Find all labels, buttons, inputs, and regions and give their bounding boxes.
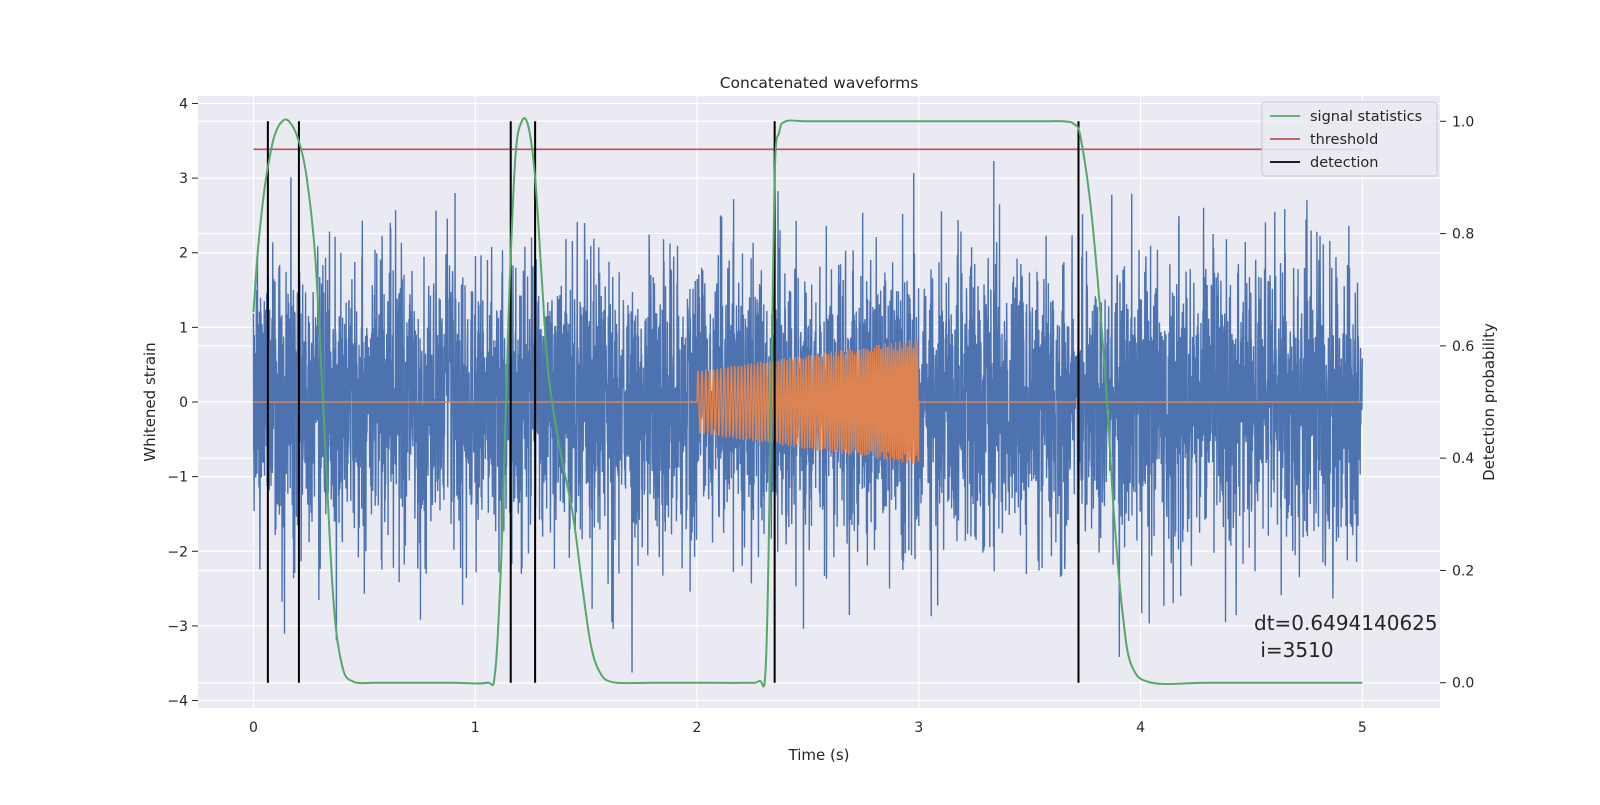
- legend-label-detection: detection: [1310, 155, 1378, 171]
- y-tick-label: 1: [179, 320, 188, 336]
- x-tick-label: 0: [249, 720, 258, 736]
- y2-tick-label: 0.4: [1452, 451, 1474, 467]
- injection-line: [253, 339, 1363, 465]
- chart-title: Concatenated waveforms: [720, 74, 919, 92]
- x-axis-label: Time (s): [788, 746, 850, 764]
- x-tick-label: 3: [914, 720, 923, 736]
- y-tick-label: 0: [179, 395, 188, 411]
- y2-axis-label: Detection probability: [1480, 323, 1498, 481]
- x-tick-label: 2: [693, 720, 702, 736]
- y-tick-label: −2: [167, 544, 188, 560]
- series-noise: [252, 160, 1364, 673]
- y-tick-label: 2: [179, 246, 188, 262]
- signal-statistics-line: [252, 117, 1363, 688]
- y2-tick-label: 0.2: [1452, 563, 1474, 579]
- y2-tick-label: 0.0: [1452, 676, 1474, 692]
- tick-labels: 0 1 2 3 4 5 −4 −3 −2 −1 0 1 2 3 4 0.0 0.2 0.4 0.6 0.8 1.0: [167, 96, 1474, 736]
- legend: signal statistics threshold detection: [1261, 101, 1438, 177]
- y2-tick-label: 0.8: [1452, 227, 1474, 243]
- y-tick-label: −3: [167, 619, 188, 635]
- annotation-dt: dt=0.6494140625: [1254, 611, 1438, 635]
- noise-line: [252, 160, 1364, 673]
- x-tick-label: 5: [1358, 720, 1367, 736]
- y2-tick-label: 1.0: [1452, 114, 1474, 130]
- series-injection: [253, 339, 1363, 465]
- x-tick-label: 1: [471, 720, 480, 736]
- y-tick-label: 4: [179, 96, 188, 112]
- right-axis-series: [252, 117, 1363, 688]
- y2-tick-label: 0.6: [1452, 339, 1474, 355]
- y-axis-label: Whitened strain: [141, 342, 159, 461]
- legend-box: [1261, 101, 1438, 177]
- annotation-i: i=3510: [1254, 638, 1334, 662]
- y-tick-label: −4: [167, 694, 188, 710]
- x-tick-label: 4: [1136, 720, 1145, 736]
- y-tick-label: 3: [179, 171, 188, 187]
- legend-label-threshold: threshold: [1310, 132, 1378, 148]
- legend-label-signal-statistics: signal statistics: [1310, 109, 1422, 125]
- y-tick-label: −1: [167, 470, 188, 486]
